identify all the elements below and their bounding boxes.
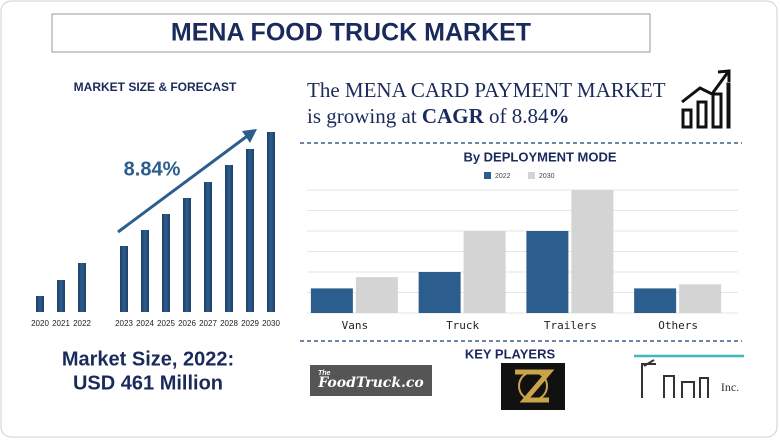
- headline: The MENA CARD PAYMENT MARKET: [307, 78, 666, 102]
- trend-arrowhead: [242, 129, 257, 143]
- bar: [571, 190, 614, 313]
- bar: [310, 288, 353, 313]
- bar: [679, 284, 722, 313]
- bar: [36, 296, 44, 312]
- x-tick-label: 2030: [262, 319, 280, 328]
- x-tick-label: 2025: [157, 319, 175, 328]
- bar: [162, 214, 170, 312]
- bar: [57, 280, 65, 312]
- x-tick-label: 2028: [220, 319, 238, 328]
- logo-crane: Inc.: [634, 354, 744, 398]
- x-tick-label: 2027: [199, 319, 217, 328]
- logo-mark: [641, 359, 709, 398]
- x-tick-label: Vans: [342, 319, 369, 332]
- x-tick-label: 2021: [52, 319, 70, 328]
- headline-part: of 8.84: [489, 104, 549, 128]
- bar: [225, 165, 233, 312]
- bar: [204, 182, 212, 312]
- bar: [246, 149, 254, 312]
- bar: [634, 288, 677, 313]
- chart-title: By DEPLOYMENT MODE: [463, 149, 616, 164]
- bar: [120, 246, 128, 312]
- annotation: 8.84%: [124, 158, 181, 180]
- x-tick-label: Truck: [446, 319, 479, 332]
- chart-title: MARKET SIZE & FORECAST: [74, 80, 237, 94]
- bar: [463, 231, 506, 313]
- x-tick-label: 2024: [136, 319, 154, 328]
- x-tick-label: 2029: [241, 319, 259, 328]
- x-tick-label: 2022: [73, 319, 91, 328]
- growth-icon: [681, 69, 731, 129]
- title: MENA FOOD TRUCK MARKET: [171, 19, 531, 47]
- logo-text: Inc.: [721, 380, 739, 394]
- key-players-title: KEY PLAYERS: [465, 346, 556, 361]
- headline-part: CAGR: [422, 104, 485, 128]
- logo-z: [501, 363, 565, 410]
- headline-part: is growing at: [307, 104, 417, 128]
- logo-bg: [310, 365, 432, 396]
- headline: is growing at CAGR of 8.84%: [307, 104, 570, 128]
- x-tick-label: Trailers: [544, 319, 597, 332]
- bar: [418, 272, 461, 313]
- x-tick-label: Others: [658, 319, 698, 332]
- logo-text: FoodTruck.co: [317, 375, 424, 391]
- legend-label: 2022: [495, 173, 511, 180]
- legend-swatch: [528, 172, 535, 179]
- market-size: Market Size, 2022:: [62, 348, 234, 370]
- legend-label: 2030: [539, 173, 555, 180]
- logo-mark: [518, 371, 548, 401]
- bar: [78, 263, 86, 312]
- bar: [141, 230, 149, 312]
- bar: [267, 132, 275, 312]
- logo-text: The: [318, 370, 331, 377]
- bar: [355, 277, 398, 313]
- x-tick-label: 2020: [31, 319, 49, 328]
- title-box: [51, 13, 651, 53]
- x-tick-label: 2023: [115, 319, 133, 328]
- market-size: USD 461 Million: [73, 372, 223, 394]
- logo-foodtruck: The FoodTruck.co: [310, 365, 432, 396]
- legend-swatch: [484, 172, 491, 179]
- bar: [183, 198, 191, 312]
- trend-arrow: [117, 132, 251, 234]
- bar: [526, 231, 569, 313]
- headline-part: %: [549, 104, 570, 128]
- x-tick-label: 2026: [178, 319, 196, 328]
